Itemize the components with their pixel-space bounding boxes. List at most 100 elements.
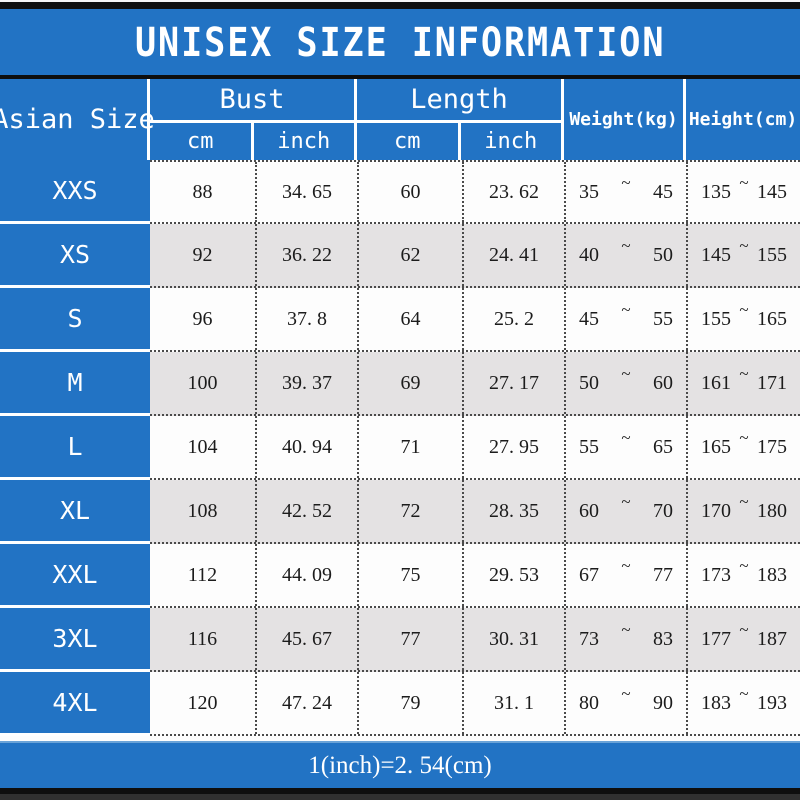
- weight-max: 90: [652, 691, 673, 714]
- tilde-separator: ~: [621, 684, 631, 703]
- footer-banner: 1(inch)=2. 54(cm): [0, 741, 800, 788]
- bottom-edge: [0, 794, 800, 800]
- length-inch-value: 29. 53: [462, 544, 564, 606]
- table-row: XXL 112 44. 09 75 29. 53 67 ~ 77 173 ~ 1…: [0, 544, 800, 608]
- table-row: XXS 88 34. 65 60 23. 62 35 ~ 45 135 ~ 14…: [0, 160, 800, 224]
- height-min: 177: [701, 627, 731, 650]
- row-data-cells: 104 40. 94 71 27. 95 55 ~ 65 165 ~ 175: [150, 416, 800, 480]
- table-row: M 100 39. 37 69 27. 17 50 ~ 60 161 ~ 171: [0, 352, 800, 416]
- header-bust-subcolumns: cm inch: [150, 123, 354, 160]
- length-inch-value: 27. 17: [462, 352, 564, 414]
- height-range: 170 ~ 180: [686, 480, 800, 542]
- weight-max: 65: [652, 435, 673, 458]
- weight-range: 55 ~ 65: [564, 416, 686, 478]
- bust-inch-value: 36. 22: [255, 224, 357, 286]
- bust-inch-value: 37. 8: [255, 288, 357, 350]
- length-cm-value: 60: [357, 162, 462, 222]
- weight-range: 80 ~ 90: [564, 672, 686, 734]
- row-data-cells: 88 34. 65 60 23. 62 35 ~ 45 135 ~ 145: [150, 160, 800, 224]
- tilde-separator: ~: [621, 300, 631, 319]
- height-range: 177 ~ 187: [686, 608, 800, 670]
- header-bust-label: Bust: [150, 79, 354, 123]
- conversion-note: 1(inch)=2. 54(cm): [308, 751, 492, 779]
- length-cm-value: 77: [357, 608, 462, 670]
- bust-cm-value: 108: [187, 499, 218, 522]
- length-inch-value: 27. 95: [462, 416, 564, 478]
- tilde-separator: ~: [621, 428, 631, 447]
- tilde-separator: ~: [739, 492, 749, 511]
- height-range: 155 ~ 165: [686, 288, 800, 350]
- height-max: 165: [756, 307, 787, 330]
- header-length-label: Length: [357, 79, 561, 123]
- height-min: 135: [701, 180, 731, 203]
- row-data-cells: 112 44. 09 75 29. 53 67 ~ 77 173 ~ 183: [150, 544, 800, 608]
- row-data-cells: 120 47. 24 79 31. 1 80 ~ 90 183 ~ 193: [150, 672, 800, 736]
- title-banner: UNISEX SIZE INFORMATION: [0, 9, 800, 75]
- weight-min: 67: [579, 563, 599, 586]
- height-min: 183: [701, 691, 731, 714]
- header-length-cm: cm: [394, 129, 421, 154]
- height-range: 165 ~ 175: [686, 416, 800, 478]
- tilde-separator: ~: [621, 620, 631, 639]
- weight-range: 35 ~ 45: [564, 162, 686, 222]
- header-bust-cm: cm: [187, 129, 214, 154]
- height-range: 173 ~ 183: [686, 544, 800, 606]
- tilde-separator: ~: [739, 556, 749, 575]
- bust-cm-value: 96: [192, 307, 213, 330]
- weight-max: 77: [652, 563, 673, 586]
- size-label: 3XL: [0, 608, 150, 672]
- length-inch-value: 25. 2: [462, 288, 564, 350]
- weight-max: 60: [652, 371, 673, 394]
- weight-min: 50: [579, 371, 599, 394]
- height-min: 170: [701, 499, 731, 522]
- size-label: 4XL: [0, 672, 150, 736]
- height-max: 183: [756, 563, 787, 586]
- row-data-cells: 116 45. 67 77 30. 31 73 ~ 83 177 ~ 187: [150, 608, 800, 672]
- header-bust-inch: inch: [250, 123, 355, 160]
- row-data-cells: 92 36. 22 62 24. 41 40 ~ 50 145 ~ 155: [150, 224, 800, 288]
- tilde-separator: ~: [739, 620, 749, 639]
- length-inch-value: 31. 1: [462, 672, 564, 734]
- length-inch-value: 30. 31: [462, 608, 564, 670]
- bust-cm-value: 112: [187, 563, 218, 586]
- bust-inch-value: 34. 65: [255, 162, 357, 222]
- row-data-cells: 96 37. 8 64 25. 2 45 ~ 55 155 ~ 165: [150, 288, 800, 352]
- tilde-separator: ~: [739, 300, 749, 319]
- page-title: UNISEX SIZE INFORMATION: [134, 18, 666, 66]
- size-label: XL: [0, 480, 150, 544]
- length-inch-value: 28. 35: [462, 480, 564, 542]
- tilde-separator: ~: [739, 684, 749, 703]
- bust-cm-value: 88: [192, 180, 213, 203]
- height-max: 187: [756, 627, 787, 650]
- weight-range: 67 ~ 77: [564, 544, 686, 606]
- height-max: 155: [756, 243, 787, 266]
- table-header: Asian Size Bust cm inch Length cm inch W…: [0, 79, 800, 160]
- height-min: 161: [701, 371, 731, 394]
- weight-range: 60 ~ 70: [564, 480, 686, 542]
- height-range: 161 ~ 171: [686, 352, 800, 414]
- table-body: XXS 88 34. 65 60 23. 62 35 ~ 45 135 ~ 14…: [0, 160, 800, 736]
- size-label: XXS: [0, 160, 150, 224]
- bust-cm-value: 92: [192, 243, 213, 266]
- height-min: 165: [701, 435, 731, 458]
- header-height: Height(cm): [688, 109, 798, 130]
- weight-min: 40: [579, 243, 599, 266]
- bust-cm-value: 116: [187, 627, 218, 650]
- length-cm-value: 62: [357, 224, 462, 286]
- bust-inch-value: 42. 52: [255, 480, 357, 542]
- weight-range: 73 ~ 83: [564, 608, 686, 670]
- height-min: 173: [701, 563, 731, 586]
- tilde-separator: ~: [739, 173, 749, 192]
- height-max: 171: [756, 371, 787, 394]
- bottom-black-separator: [0, 788, 800, 794]
- bust-cm-value: 100: [187, 371, 218, 394]
- top-black-separator: [0, 2, 800, 9]
- weight-min: 45: [579, 307, 599, 330]
- tilde-separator: ~: [739, 364, 749, 383]
- row-data-cells: 108 42. 52 72 28. 35 60 ~ 70 170 ~ 180: [150, 480, 800, 544]
- tilde-separator: ~: [739, 428, 749, 447]
- weight-range: 45 ~ 55: [564, 288, 686, 350]
- top-edge-sliver: [0, 0, 800, 2]
- header-group-bust: Bust cm inch: [150, 79, 357, 160]
- size-label: XS: [0, 224, 150, 288]
